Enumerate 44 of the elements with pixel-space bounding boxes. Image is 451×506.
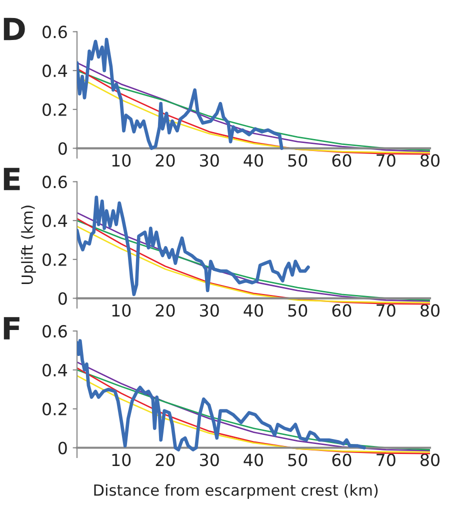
x-tick-label: 70 bbox=[376, 304, 396, 317]
x-tick-label: 40 bbox=[244, 304, 263, 317]
x-tick-label: 80 bbox=[420, 154, 440, 167]
chart-title: E bbox=[4, 168, 20, 190]
x-tick-label: 30 bbox=[200, 154, 219, 167]
x-tick-label: 20 bbox=[156, 454, 175, 466]
x-tick-label: 30 bbox=[200, 454, 219, 466]
y-tick-label: 0.2 bbox=[42, 402, 66, 416]
y-tick-label: 0 bbox=[58, 442, 67, 454]
x-tick-label: 50 bbox=[288, 154, 308, 167]
x-tick-label: 50 bbox=[288, 304, 308, 317]
x-tick-label: 70 bbox=[376, 154, 396, 167]
chart-title: F bbox=[4, 317, 20, 340]
x-tick-label: 60 bbox=[332, 154, 352, 167]
y-tick-label: 0.2 bbox=[42, 103, 66, 116]
y-tick-label: 0 bbox=[58, 292, 67, 305]
y-tick-label: 0.4 bbox=[42, 214, 68, 228]
line-series bbox=[77, 38, 284, 150]
y-tick-label: 0.6 bbox=[42, 26, 67, 38]
y-tick-label: 0.4 bbox=[42, 64, 68, 78]
x-tick-label: 60 bbox=[332, 454, 352, 466]
x-tick-label: 10 bbox=[112, 454, 131, 466]
x-tick-label: 10 bbox=[112, 304, 131, 317]
y-tick-label: 0.6 bbox=[42, 176, 67, 188]
y-axis-title: Uplift (km) bbox=[21, 206, 36, 284]
chart-title: D bbox=[4, 18, 25, 40]
x-tick-label: 30 bbox=[200, 304, 219, 317]
y-tick-label: 0 bbox=[58, 142, 67, 155]
x-tick-label: 50 bbox=[288, 454, 308, 466]
x-tick-label: 20 bbox=[156, 154, 175, 167]
y-tick-label: 0.4 bbox=[42, 364, 68, 376]
x-tick-label: 20 bbox=[156, 304, 175, 317]
x-tick-label: 60 bbox=[332, 304, 352, 317]
x-tick-label: 40 bbox=[244, 154, 263, 167]
line-series bbox=[77, 196, 310, 296]
x-tick-label: 80 bbox=[420, 304, 440, 317]
x-tick-label: 80 bbox=[420, 454, 440, 466]
y-tick-label: 0.2 bbox=[42, 253, 66, 266]
x-tick-label: 10 bbox=[112, 154, 131, 167]
line-series bbox=[77, 339, 366, 452]
x-tick-label: 40 bbox=[244, 454, 263, 466]
y-tick-label: 0.6 bbox=[42, 324, 67, 338]
x-tick-label: 70 bbox=[376, 454, 396, 466]
x-axis-title: Distance from escarpment crest (km) bbox=[94, 484, 378, 499]
